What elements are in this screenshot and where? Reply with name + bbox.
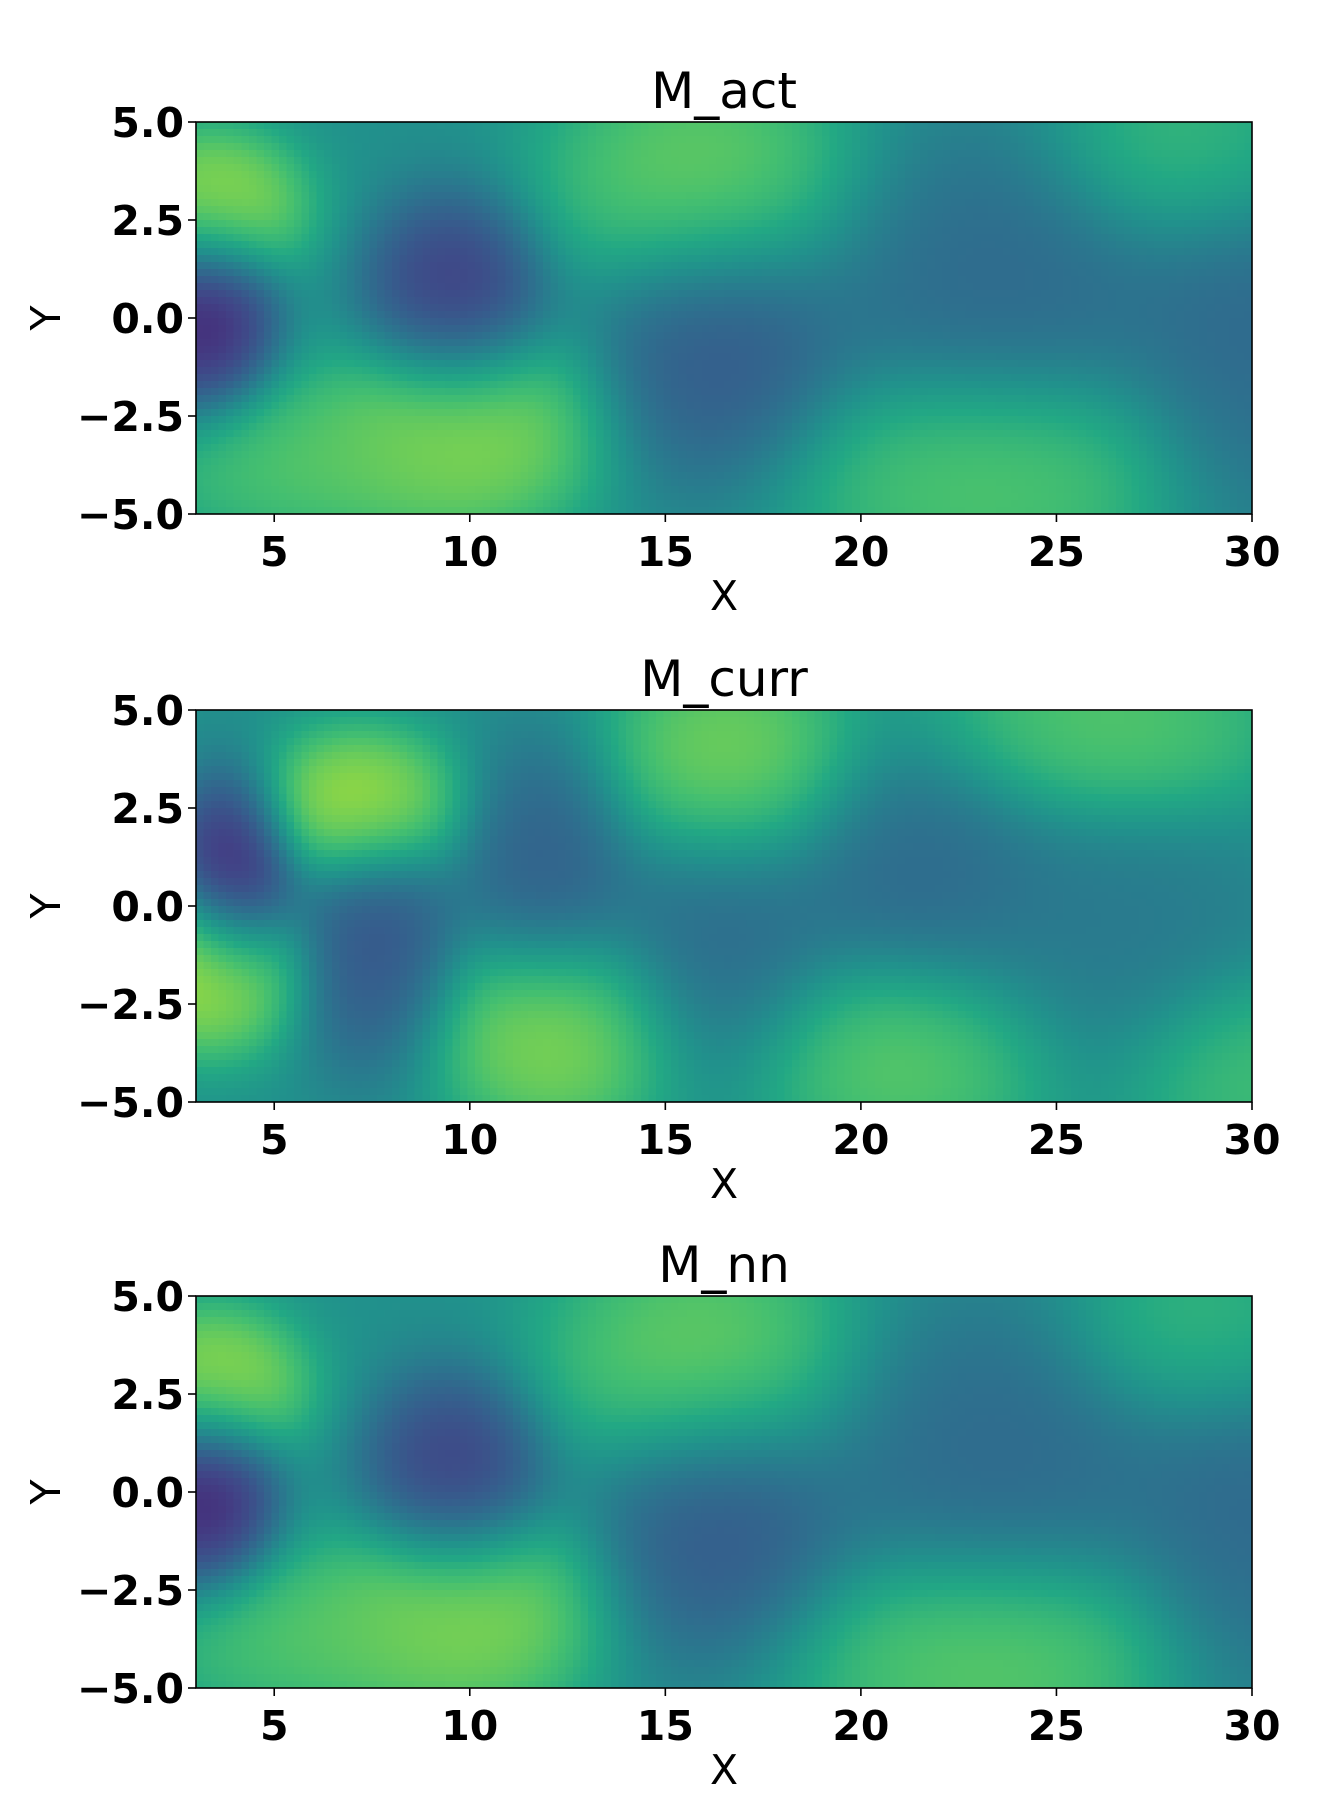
x-tick-label: 25 <box>1028 1116 1085 1164</box>
y-axis-label: Y <box>22 1479 70 1506</box>
heatmap-image <box>196 122 1252 514</box>
heatmap-image <box>196 1296 1252 1688</box>
y-tick-label: −5.0 <box>77 491 184 539</box>
x-tick-label: 5 <box>260 528 289 576</box>
x-tick-label: 30 <box>1223 528 1280 576</box>
y-tick-label: 2.5 <box>111 1371 184 1419</box>
x-tick-label: 5 <box>260 1702 289 1750</box>
y-axis-label: Y <box>22 893 70 920</box>
x-tick-label: 10 <box>441 528 498 576</box>
y-axis-label: Y <box>22 305 70 332</box>
y-tick-label: 2.5 <box>111 197 184 245</box>
panel-title: M_nn <box>658 1236 790 1294</box>
y-tick-label: −2.5 <box>77 1567 184 1615</box>
y-tick-label: 0.0 <box>111 883 184 931</box>
heatmap-panel-3: M_nn 5 10 15 20 25 30 5.0 2.5 0.0 −2.5 −5.0 X Y <box>22 1236 1281 1794</box>
x-tick-label: 20 <box>832 1702 889 1750</box>
heatmap-panel-1: M_act 5 10 15 20 25 30 5.0 2.5 0.0 −2.5 −5.0 X Y <box>22 62 1281 620</box>
x-axis-label: X <box>710 1746 738 1794</box>
heatmap-panel-2: M_curr 5 10 15 20 25 30 5.0 2.5 0.0 −2.5 −5.0 X Y <box>22 650 1281 1208</box>
x-axis-label: X <box>710 572 738 620</box>
y-tick-label: 2.5 <box>111 785 184 833</box>
y-tick-label: −5.0 <box>77 1665 184 1713</box>
y-tick-label: 5.0 <box>111 687 184 735</box>
x-tick-label: 15 <box>637 1702 694 1750</box>
x-tick-label: 25 <box>1028 1702 1085 1750</box>
y-tick-label: 5.0 <box>111 1273 184 1321</box>
x-tick-label: 20 <box>832 528 889 576</box>
y-tick-label: 0.0 <box>111 295 184 343</box>
y-tick-label: −2.5 <box>77 981 184 1029</box>
x-axis-label: X <box>710 1160 738 1208</box>
x-tick-label: 15 <box>637 1116 694 1164</box>
x-tick-label: 20 <box>832 1116 889 1164</box>
x-tick-label: 10 <box>441 1116 498 1164</box>
x-tick-label: 30 <box>1223 1116 1280 1164</box>
y-tick-label: −5.0 <box>77 1079 184 1127</box>
y-tick-label: −2.5 <box>77 393 184 441</box>
x-tick-label: 30 <box>1223 1702 1280 1750</box>
x-tick-label: 15 <box>637 528 694 576</box>
x-tick-label: 10 <box>441 1702 498 1750</box>
panel-title: M_curr <box>640 650 808 708</box>
y-tick-label: 0.0 <box>111 1469 184 1517</box>
heatmap-image <box>196 710 1252 1102</box>
panel-title: M_act <box>651 62 797 120</box>
y-tick-label: 5.0 <box>111 99 184 147</box>
x-tick-label: 5 <box>260 1116 289 1164</box>
x-tick-label: 25 <box>1028 528 1085 576</box>
